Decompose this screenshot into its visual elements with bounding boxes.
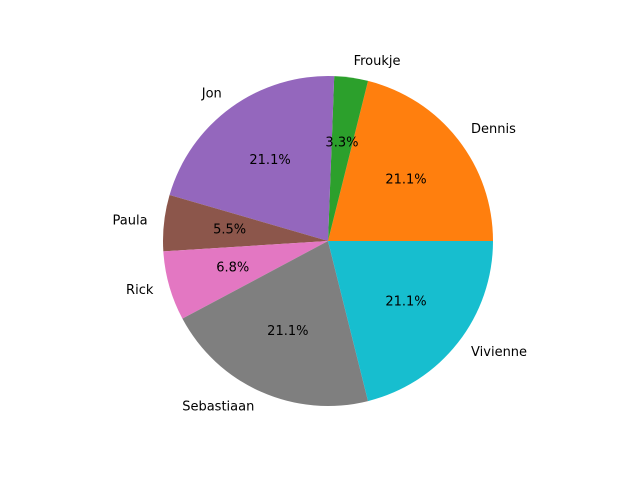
pie-slice-vivienne: [328, 241, 493, 402]
slice-label-rick: Rick: [126, 283, 154, 298]
slice-label-paula: Paula: [113, 214, 148, 229]
slice-label-froukje: Froukje: [354, 54, 401, 69]
pie-slice-jon: [169, 76, 335, 241]
percent-label-froukje: 3.3%: [325, 135, 358, 150]
pie-slices: [163, 76, 493, 407]
percent-label-vivienne: 21.1%: [385, 294, 426, 309]
percent-label-rick: 6.8%: [216, 261, 249, 276]
percent-label-paula: 5.5%: [213, 223, 246, 238]
percent-label-dennis: 21.1%: [385, 173, 426, 188]
slice-label-sebastiaan: Sebastiaan: [182, 399, 254, 414]
percent-label-sebastiaan: 21.1%: [267, 324, 308, 339]
pie-slice-paula: [163, 194, 328, 252]
pie-slice-dennis: [328, 80, 493, 242]
pie-percent-labels: 21.1% 3.3% 21.1% 5.5% 6.8% 21.1% 21.1%: [213, 135, 427, 338]
pie-slice-sebastiaan: [182, 241, 369, 407]
slice-label-jon: Jon: [201, 86, 222, 101]
pie-slice-rick: [163, 241, 328, 319]
pie-slice-labels: Dennis Froukje Jon Paula Rick Sebastiaan Vivie…: [113, 54, 528, 415]
slice-label-dennis: Dennis: [471, 122, 516, 137]
pie-slice-froukje: [328, 76, 369, 242]
percent-label-jon: 21.1%: [249, 153, 290, 168]
slice-label-vivienne: Vivienne: [471, 345, 527, 360]
